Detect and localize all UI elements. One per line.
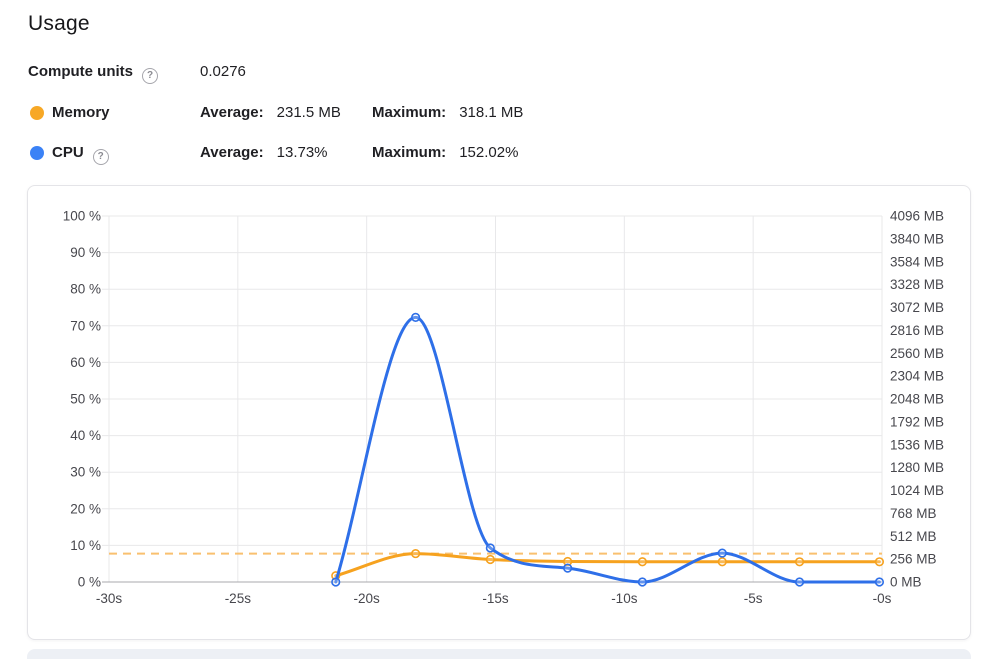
x-axis-label: -10s xyxy=(611,591,638,606)
right-axis-label: 1536 MB xyxy=(890,437,944,452)
cpu-maximum-value: 152.02% xyxy=(459,144,519,161)
cpu-point xyxy=(874,577,885,587)
cpu-label: CPU? xyxy=(52,144,109,165)
cpu-average-value: 13.73% xyxy=(276,144,328,161)
compute-units-label: Compute units? xyxy=(28,63,158,84)
cpu-row: CPU? Average: 13.73% Maximum: 152.02% xyxy=(0,144,760,165)
right-axis-label: 1280 MB xyxy=(890,460,944,475)
x-axis-label: -30s xyxy=(96,591,123,606)
cpu-average-label: Average: xyxy=(200,144,264,161)
x-axis-label: -15s xyxy=(482,591,509,606)
cpu-label-text: CPU xyxy=(52,144,84,161)
memory-average: Average: 231.5 MB xyxy=(200,104,341,121)
x-axis-label: -5s xyxy=(744,591,763,606)
memory-maximum-label: Maximum: xyxy=(372,104,447,121)
right-axis-label: 3328 MB xyxy=(890,277,944,292)
right-axis-label: 2304 MB xyxy=(890,369,944,384)
compute-units-value: 0.0276 xyxy=(200,63,246,80)
cpu-point xyxy=(717,548,727,558)
memory-label: Memory xyxy=(52,104,110,121)
right-axis-label: 512 MB xyxy=(890,529,937,544)
right-axis-label: 2048 MB xyxy=(890,392,944,407)
x-axis-label: -25s xyxy=(225,591,252,606)
help-icon[interactable]: ? xyxy=(142,68,158,84)
right-axis-label: 4096 MB xyxy=(890,209,944,224)
cpu-point xyxy=(485,543,495,553)
usage-chart[interactable]: -30s -25s -20s -15s -10s -5s -0s 0 % 10 % 20 % 30 … xyxy=(28,186,970,639)
memory-average-value: 231.5 MB xyxy=(276,104,341,121)
memory-line xyxy=(334,552,881,578)
memory-point xyxy=(485,554,495,565)
left-axis-label: 20 % xyxy=(70,501,101,516)
left-axis-label: 50 % xyxy=(70,392,101,407)
right-axis-label: 256 MB xyxy=(890,552,937,567)
cpu-maximum-label: Maximum: xyxy=(372,144,447,161)
memory-point xyxy=(794,557,805,567)
memory-legend-dot xyxy=(30,106,44,120)
memory-average-label: Average: xyxy=(200,104,264,121)
left-axis-label: 30 % xyxy=(70,465,101,480)
left-axis-label: 80 % xyxy=(70,282,101,297)
left-axis-label: 10 % xyxy=(70,538,101,553)
left-axis-label: 60 % xyxy=(70,355,101,370)
cpu-line xyxy=(334,315,881,584)
left-axis-label: 70 % xyxy=(70,318,101,333)
cpu-point xyxy=(331,577,341,587)
memory-point xyxy=(717,557,727,567)
next-section-edge xyxy=(27,649,971,659)
usage-chart-card: -30s -25s -20s -15s -10s -5s -0s 0 % 10 % 20 % 30 … xyxy=(27,185,971,640)
right-axis-label: 2816 MB xyxy=(890,323,944,338)
memory-point xyxy=(874,557,885,567)
memory-point xyxy=(563,556,573,567)
memory-row: Memory Average: 231.5 MB Maximum: 318.1 MB xyxy=(0,104,760,124)
page-title: Usage xyxy=(28,12,90,35)
cpu-point xyxy=(411,312,421,322)
help-icon[interactable]: ? xyxy=(92,149,109,165)
cpu-point xyxy=(563,563,573,573)
memory-maximum: Maximum: 318.1 MB xyxy=(372,104,523,121)
left-axis-label: 90 % xyxy=(70,245,101,260)
left-axis-label: 100 % xyxy=(63,209,101,224)
left-axis-label: 0 % xyxy=(78,575,101,590)
memory-maximum-value: 318.1 MB xyxy=(459,104,524,121)
right-axis-label: 1792 MB xyxy=(890,414,944,429)
right-axis-label: 3072 MB xyxy=(890,300,944,315)
cpu-average: Average: 13.73% xyxy=(200,144,328,161)
left-axis-label: 40 % xyxy=(70,428,101,443)
right-axis-label: 1024 MB xyxy=(890,483,944,498)
cpu-point xyxy=(637,577,647,587)
memory-point xyxy=(411,548,421,559)
right-axis-label: 2560 MB xyxy=(890,346,944,361)
cpu-point xyxy=(794,577,805,587)
x-axis-label: -0s xyxy=(873,591,892,606)
x-axis-label: -20s xyxy=(354,591,381,606)
right-axis-label: 768 MB xyxy=(890,506,937,521)
memory-point xyxy=(637,557,647,567)
compute-units-label-text: Compute units xyxy=(28,63,133,80)
right-axis-label: 3584 MB xyxy=(890,254,944,269)
right-axis-label: 3840 MB xyxy=(890,231,944,246)
compute-units-row: Compute units? 0.0276 xyxy=(0,63,760,84)
cpu-legend-dot xyxy=(30,146,44,160)
right-axis-label: 0 MB xyxy=(890,575,922,590)
cpu-maximum: Maximum: 152.02% xyxy=(372,144,518,161)
